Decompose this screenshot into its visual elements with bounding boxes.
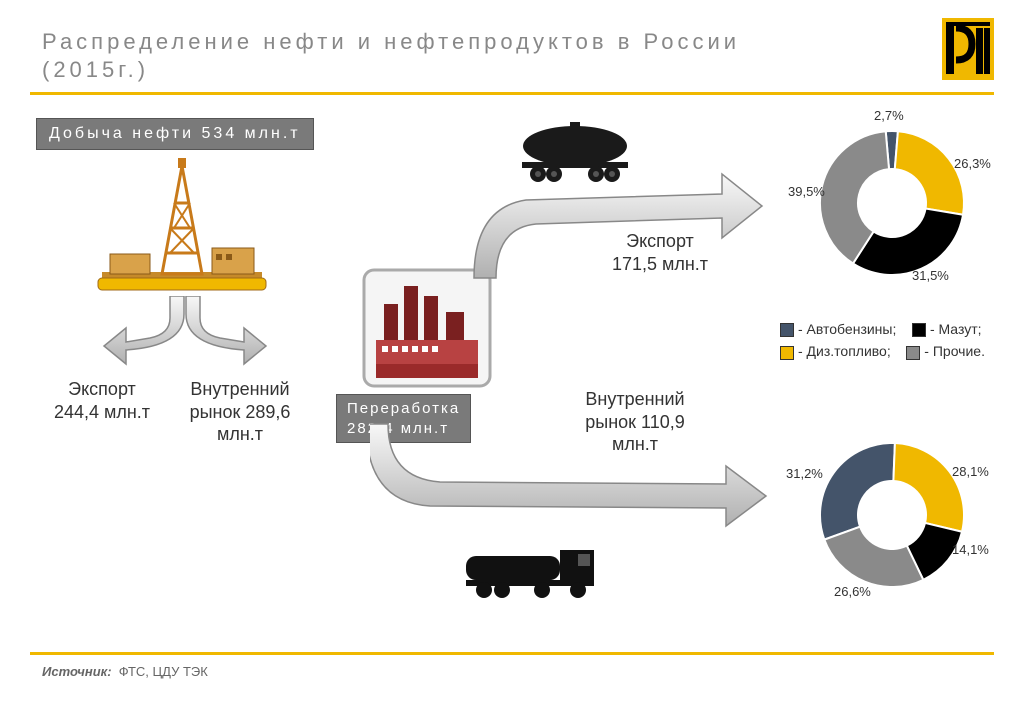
export-left-label: Экспорт 244,4 млн.т (42, 378, 162, 423)
divider-top (30, 92, 994, 95)
title-line-1: Распределение нефти и нефтепродуктов в Р… (42, 29, 740, 54)
donut-export-svg (792, 108, 992, 298)
domestic-left-label: Внутренний рынок 289,6 млн.т (170, 378, 310, 446)
legend-swatch-2 (780, 346, 794, 360)
production-label: Добыча нефти 534 млн.т (36, 118, 314, 150)
tank-truck-icon (460, 540, 610, 600)
source-citation: Источник: ФТС, ЦДУ ТЭК (42, 664, 208, 679)
oil-derrick-icon (92, 158, 272, 298)
donut-export-label-0: 2,7% (874, 108, 904, 123)
legend-row-2: - Диз.топливо; - Прочие. (780, 340, 1010, 362)
export-right-label: Экспорт 171,5 млн.т (590, 230, 730, 275)
legend: - Автобензины; - Мазут; - Диз.топливо; -… (780, 318, 1010, 363)
tank-car-icon (510, 120, 640, 184)
domestic-right-label: Внутренний рынок 110,9 млн.т (560, 388, 710, 456)
donut-domestic-label-2: 14,1% (952, 542, 989, 557)
donut-domestic-label-1: 28,1% (952, 464, 989, 479)
donut-export-label-1: 26,3% (954, 156, 991, 171)
donut-domestic: 31,2% 28,1% 14,1% 26,6% (792, 420, 992, 610)
legend-row-1: - Автобензины; - Мазут; (780, 318, 1010, 340)
split-arrows-icon (100, 296, 270, 366)
divider-bottom (30, 652, 994, 655)
rosneft-logo (942, 18, 994, 80)
donut-export: 2,7% 26,3% 31,5% 39,5% (792, 108, 992, 298)
title-line-2: (2015г.) (42, 57, 149, 82)
legend-swatch-3 (906, 346, 920, 360)
donut-domestic-label-3: 26,6% (834, 584, 871, 599)
donut-export-label-3: 39,5% (788, 184, 825, 199)
legend-swatch-0 (780, 323, 794, 337)
source-label: Источник: (42, 664, 112, 679)
donut-export-label-2: 31,5% (912, 268, 949, 283)
page-title: Распределение нефти и нефтепродуктов в Р… (42, 28, 740, 83)
legend-swatch-1 (912, 323, 926, 337)
donut-domestic-label-0: 31,2% (786, 466, 823, 481)
source-value: ФТС, ЦДУ ТЭК (119, 664, 208, 679)
donut-domestic-svg (792, 420, 992, 610)
